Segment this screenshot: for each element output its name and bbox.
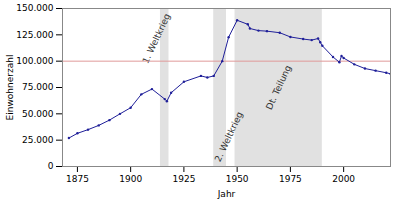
svg-text:Dt. Teilung: Dt. Teilung	[264, 64, 293, 112]
svg-text:1975: 1975	[279, 174, 302, 184]
svg-text:Jahr: Jahr	[217, 189, 236, 199]
svg-text:0: 0	[48, 161, 54, 171]
svg-text:1950: 1950	[226, 174, 249, 184]
svg-text:2. Weltkrieg: 2. Weltkrieg	[213, 110, 245, 163]
svg-text:100.000: 100.000	[16, 56, 53, 66]
svg-text:1900: 1900	[119, 174, 142, 184]
svg-text:1875: 1875	[66, 174, 89, 184]
svg-text:1. Weltkrieg: 1. Weltkrieg	[140, 12, 172, 65]
svg-text:150.000: 150.000	[16, 3, 53, 13]
svg-text:2000: 2000	[332, 174, 355, 184]
svg-text:Einwohnerzahl: Einwohnerzahl	[5, 55, 15, 121]
svg-text:1925: 1925	[172, 174, 195, 184]
svg-text:25.000: 25.000	[22, 135, 54, 145]
svg-text:50.000: 50.000	[22, 109, 54, 119]
svg-text:125.000: 125.000	[16, 30, 53, 40]
svg-text:75.000: 75.000	[22, 82, 54, 92]
